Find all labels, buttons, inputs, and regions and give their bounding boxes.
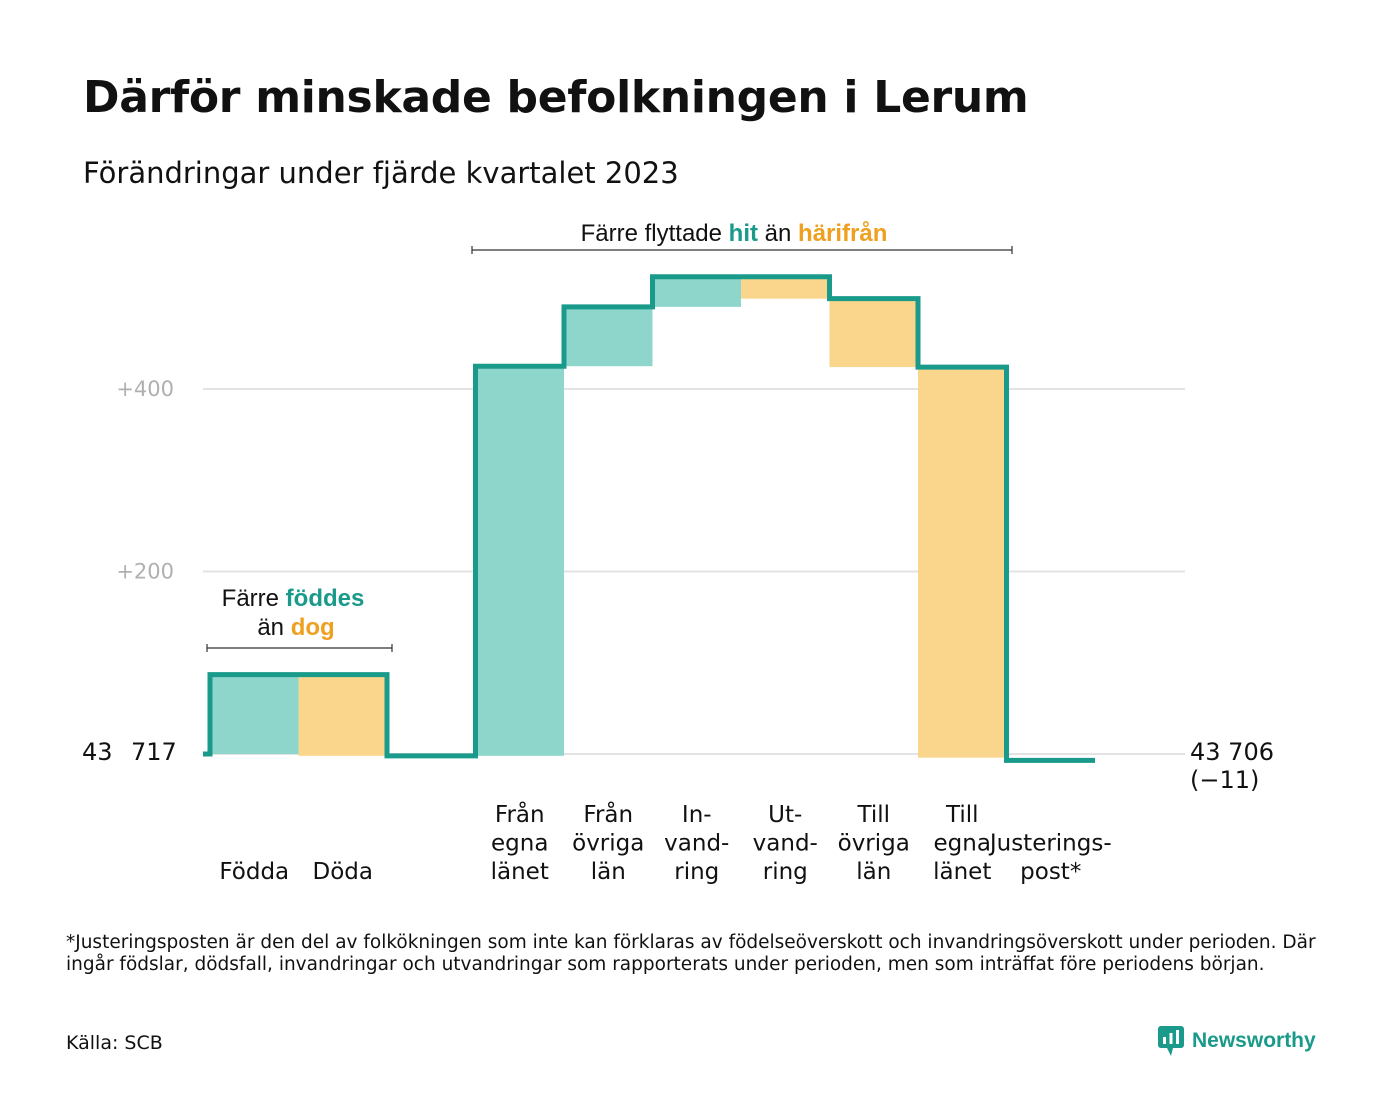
bar-fran-egna [475, 366, 564, 756]
newsworthy-logo-icon [1158, 1026, 1184, 1056]
category-label-till-ovriga: Till övriga län [838, 802, 910, 885]
category-label-utvandring: Ut-vand-ring [753, 802, 818, 885]
start-value-label-part2: 717 [131, 738, 177, 766]
chart-subtitle: Förändringar under fjärde kvartalet 2023 [83, 156, 679, 190]
y-tick-label: +200 [116, 560, 174, 584]
footnote: *Justeringsposten är den del av folkökni… [66, 932, 1316, 975]
category-label-fran-ovriga: Från övriga län [572, 800, 644, 885]
cumulative-step-line [203, 274, 1095, 763]
category-label-fodda: Födda [219, 859, 289, 885]
start-value-label: 43 [82, 738, 113, 766]
annotation-fodelse-line2: än dog [257, 614, 334, 641]
bar-till-egna [918, 367, 1007, 758]
bar-fran-ovriga [564, 306, 653, 367]
end-value-label: 43 706 [1190, 738, 1274, 766]
line-layer [203, 274, 1095, 763]
category-label-doda: Döda [313, 859, 373, 885]
source-label: Källa: SCB [66, 1032, 163, 1054]
chart-title: Därför minskade befolkningen i Lerum [83, 72, 1029, 123]
newsworthy-logo[interactable]: Newsworthy [1158, 1026, 1316, 1056]
bar-utvandring [741, 276, 830, 299]
y-tick-label: +400 [116, 377, 174, 401]
category-label-justeringspost: Justerings-post* [988, 831, 1112, 886]
annotation-flytt: Färre flyttade hit än härifrån [581, 220, 888, 247]
annotation-fodelse-line1: Färre föddes [222, 585, 365, 612]
bar-invandring [652, 276, 741, 307]
category-label-invandring: In-vand-ring [664, 802, 729, 885]
bar-layer [210, 276, 1007, 758]
label-layer: Födda Döda Från egna länet Från övriga län In-va… [82, 738, 1274, 885]
logo-text: Newsworthy [1192, 1029, 1316, 1052]
category-label-till-egna: Till egna länet [933, 802, 991, 885]
category-label-fran-egna: Från egna länet [491, 800, 549, 885]
bar-till-ovriga [829, 298, 918, 368]
end-change-label: (−11) [1190, 766, 1259, 794]
bar-doda [298, 674, 387, 756]
bar-fodda [210, 674, 299, 754]
